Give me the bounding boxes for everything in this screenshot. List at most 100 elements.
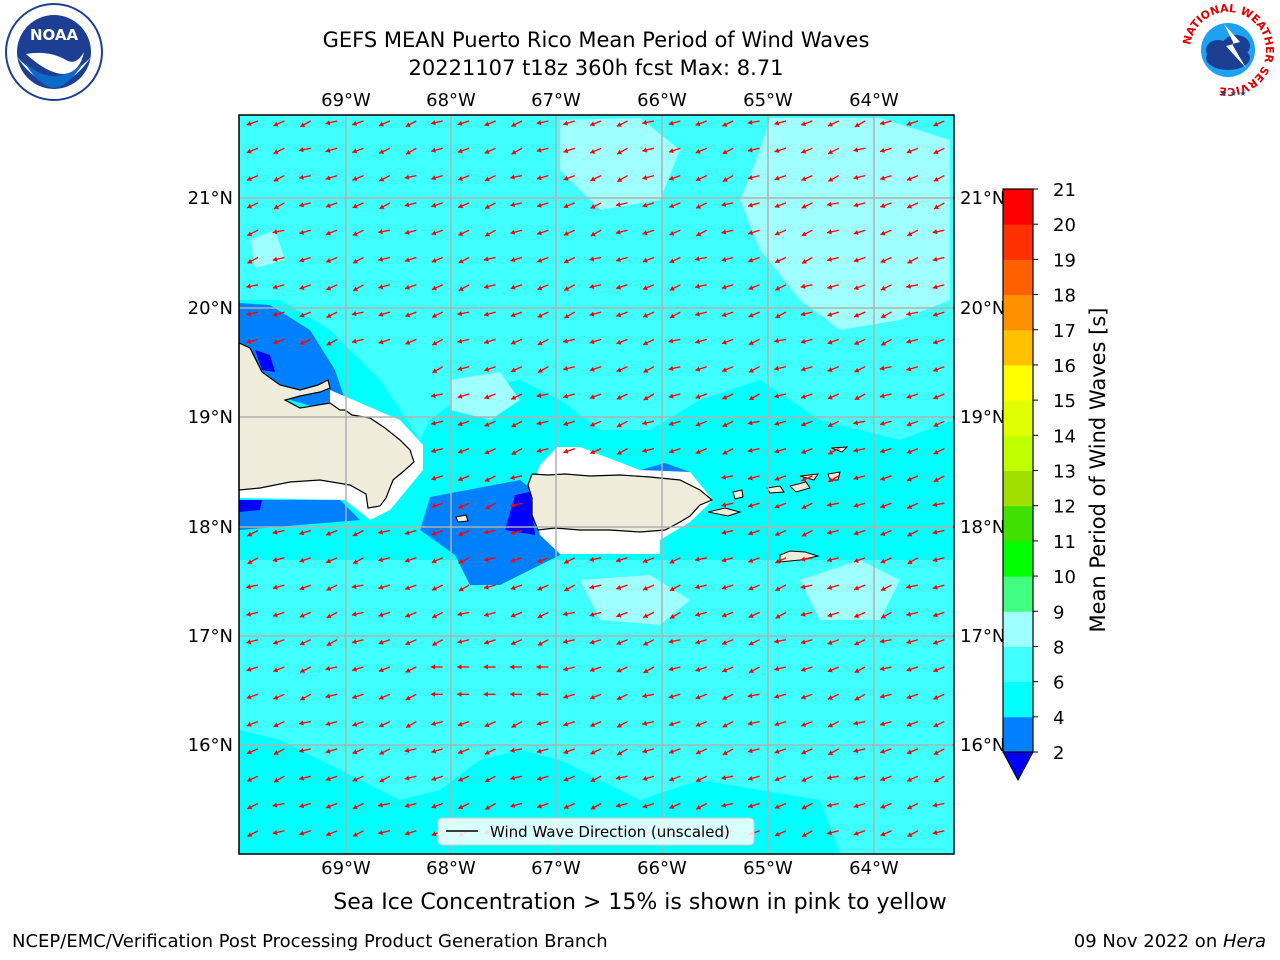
- wind-wave-arrow: [298, 174, 311, 180]
- wind-wave-arrow: [405, 693, 417, 701]
- wind-wave-arrow: [457, 147, 470, 154]
- wind-wave-arrow: [299, 830, 312, 836]
- wind-wave-arrow: [932, 611, 945, 618]
- wind-wave-arrow: [430, 420, 443, 426]
- wind-wave-arrow: [668, 338, 681, 344]
- wind-wave-arrow: [906, 366, 919, 372]
- map-subtitle: 20221107 t18z 360h fcst Max: 8.71: [408, 56, 784, 80]
- wind-wave-arrow: [615, 284, 628, 290]
- wind-wave-arrow: [563, 584, 576, 592]
- wind-wave-arrow: [695, 366, 707, 372]
- wind-wave-arrow: [932, 502, 945, 508]
- wind-wave-arrow: [246, 311, 259, 317]
- wind-wave-arrow: [589, 120, 602, 127]
- wind-wave-arrow: [879, 174, 892, 181]
- lon-labels-top: 69°W 68°W 67°W 66°W 65°W 64°W: [321, 90, 899, 111]
- wind-wave-arrow: [246, 611, 259, 617]
- wind-wave-arrow: [747, 775, 760, 781]
- wind-wave-arrow: [352, 720, 364, 727]
- wind-wave-arrow: [325, 802, 338, 809]
- wind-wave-arrow: [563, 393, 575, 399]
- wind-wave-arrow: [404, 775, 417, 781]
- wind-wave-arrow: [695, 748, 708, 755]
- wind-wave-arrow: [325, 174, 338, 181]
- wind-wave-arrow: [246, 202, 259, 209]
- wind-wave-arrow: [431, 174, 443, 181]
- wind-wave-arrow: [536, 691, 549, 697]
- wind-wave-arrow: [457, 393, 470, 399]
- wind-wave-arrow: [378, 529, 391, 535]
- wind-wave-arrow: [879, 447, 892, 454]
- wind-wave-arrow: [827, 666, 840, 673]
- wind-wave-arrow: [800, 666, 813, 672]
- wind-wave-arrow: [536, 174, 549, 181]
- wind-wave-arrow: [800, 584, 813, 590]
- wind-wave-arrow: [853, 802, 866, 809]
- wind-wave-arrow: [880, 229, 892, 236]
- wind-wave-arrow: [827, 420, 840, 428]
- wind-wave-arrow: [668, 365, 681, 371]
- wind-wave-arrow: [669, 284, 681, 291]
- wind-wave-arrow: [616, 584, 628, 590]
- wind-wave-arrow: [906, 611, 919, 617]
- wind-wave-arrow: [642, 256, 655, 263]
- wind-wave-arrow: [326, 639, 338, 647]
- wind-wave-arrow: [721, 201, 734, 207]
- wind-wave-arrow: [854, 693, 866, 701]
- wind-wave-arrow: [458, 256, 470, 264]
- wind-wave-arrow: [536, 720, 549, 726]
- wind-wave-arrow: [853, 147, 866, 153]
- lon-label-top: 65°W: [743, 90, 793, 111]
- wind-wave-arrow: [378, 120, 391, 127]
- wind-wave-arrow: [669, 256, 681, 264]
- wind-wave-arrow: [906, 229, 919, 237]
- wind-wave-arrow: [273, 693, 285, 700]
- wind-wave-arrow: [510, 284, 523, 290]
- wind-wave-arrow: [299, 202, 311, 208]
- wind-wave-arrow: [774, 338, 787, 344]
- wind-wave-arrow: [272, 229, 285, 235]
- wind-wave-arrow: [351, 693, 364, 700]
- wind-wave-arrow: [299, 284, 312, 290]
- wind-wave-arrow: [906, 720, 919, 727]
- wind-wave-arrow: [563, 202, 576, 209]
- wind-wave-arrow: [431, 447, 443, 454]
- wind-wave-arrow: [695, 802, 708, 810]
- wind-wave-arrow: [351, 611, 364, 617]
- wind-wave-arrow: [273, 775, 285, 783]
- wind-wave-arrow: [827, 721, 840, 728]
- wind-wave-arrow: [589, 721, 602, 728]
- wind-wave-arrow: [932, 584, 945, 590]
- wind-wave-arrow: [563, 447, 576, 454]
- wind-wave-arrow: [748, 529, 760, 536]
- wind-wave-arrow: [747, 720, 760, 726]
- colorbar-segment: [1003, 400, 1033, 436]
- wind-wave-arrow: [695, 693, 708, 700]
- colorbar-tick-label: 15: [1053, 391, 1076, 412]
- wind-wave-arrow: [853, 830, 866, 836]
- wind-wave-arrow: [826, 830, 839, 836]
- wind-wave-arrow: [298, 748, 311, 754]
- wind-wave-arrow: [748, 366, 760, 373]
- wind-wave-arrow: [272, 529, 285, 535]
- wind-wave-arrow: [351, 583, 364, 590]
- wind-wave-arrow: [246, 283, 259, 289]
- wind-wave-arrow: [907, 557, 919, 565]
- wind-wave-arrow: [299, 529, 311, 536]
- wind-wave-arrow: [405, 639, 417, 646]
- wind-wave-arrow: [774, 393, 787, 399]
- wind-wave-arrow: [932, 366, 945, 372]
- wind-wave-arrow: [774, 830, 787, 837]
- lat-label-right: 16°N: [960, 735, 1005, 756]
- wind-wave-arrow: [246, 639, 259, 645]
- wind-wave-arrow: [590, 175, 602, 182]
- colorbar-extend-arrow: [1002, 751, 1034, 782]
- wind-wave-arrow: [404, 830, 417, 836]
- wind-wave-arrow: [853, 502, 866, 508]
- wind-wave-arrow: [722, 748, 734, 756]
- wind-wave-arrow: [299, 256, 312, 263]
- wind-wave-arrow: [247, 529, 259, 537]
- wind-wave-arrow: [827, 611, 840, 618]
- wind-wave-arrow: [932, 639, 945, 645]
